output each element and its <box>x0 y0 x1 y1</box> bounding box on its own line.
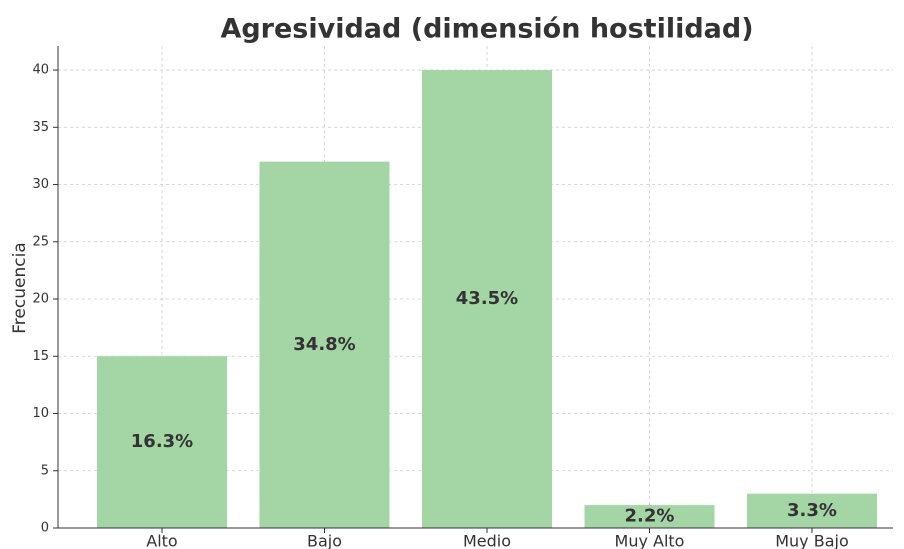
bar <box>259 161 390 528</box>
y-tick-label: 25 <box>32 234 49 249</box>
y-tick-label: 40 <box>32 63 49 78</box>
x-tick-label: Medio <box>463 532 511 549</box>
bar <box>422 70 552 528</box>
bar <box>584 505 715 528</box>
bar <box>97 356 227 528</box>
chart-title: Agresividad (dimensión hostilidad) <box>220 14 753 45</box>
bar-label: 2.2% <box>625 506 675 527</box>
x-tick-label: Alto <box>146 532 177 549</box>
x-tick-label: Muy Alto <box>615 532 685 549</box>
bar-label: 34.8% <box>293 334 355 355</box>
bar-label: 3.3% <box>787 500 837 521</box>
y-tick-label: 10 <box>32 406 49 421</box>
y-tick-label: 20 <box>32 292 49 307</box>
y-tick-label: 5 <box>41 463 49 478</box>
y-tick-label: 0 <box>41 521 49 536</box>
x-tick-label: Bajo <box>307 532 342 549</box>
bar-label: 43.5% <box>456 288 518 309</box>
y-tick-label: 35 <box>32 120 49 135</box>
y-tick-label: 15 <box>32 349 49 364</box>
y-axis-label: Frecuencia <box>10 242 30 333</box>
y-tick-label: 30 <box>32 177 49 192</box>
x-tick-label: Muy Bajo <box>775 532 849 549</box>
bar-label: 16.3% <box>131 431 193 452</box>
bar <box>747 493 877 528</box>
